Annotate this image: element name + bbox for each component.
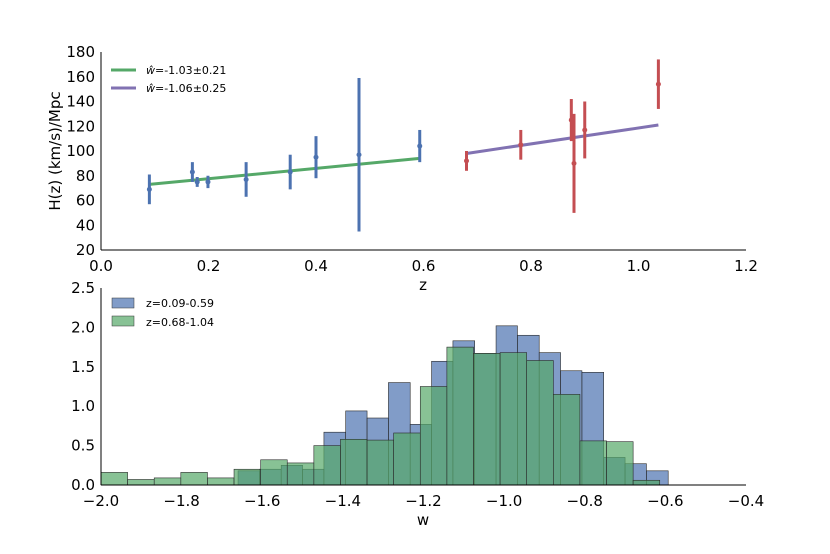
- data-point: [571, 160, 577, 166]
- histogram-bar-green: [207, 477, 235, 486]
- upper-y-tick-label: 180: [66, 43, 95, 61]
- upper-x-tick-label: 0.0: [89, 257, 113, 275]
- upper-y-tick-label: 100: [66, 142, 95, 160]
- lower-y-tick-label: 0.5: [71, 437, 95, 455]
- data-point: [287, 169, 293, 175]
- lower-x-tick-label: −0.6: [647, 492, 683, 510]
- histogram-bars: [100, 325, 669, 486]
- histogram-bar-green: [499, 352, 528, 486]
- lower-x-tick-label: −0.8: [567, 492, 603, 510]
- lower-x-tick-label: −1.0: [486, 492, 522, 510]
- histogram-bar-green: [553, 394, 581, 486]
- upper-x-tick-label: 1.2: [734, 257, 758, 275]
- histogram-bar-green: [100, 472, 128, 486]
- histogram-bar-green: [340, 438, 368, 486]
- upper-legend: ŵ=-1.03±0.21 ŵ=-1.06±0.25: [111, 64, 226, 95]
- upper-y-tick-label: 160: [66, 68, 95, 86]
- upper-x-tick-label: 0.6: [412, 257, 436, 275]
- lower-y-tick-label: 1.5: [71, 358, 95, 376]
- histogram-bar-green: [526, 360, 554, 486]
- histogram-bar-green: [446, 346, 474, 486]
- upper-x-tick-label: 1.0: [627, 257, 651, 275]
- histogram-bar-green: [473, 353, 501, 486]
- upper-error-bars: [146, 59, 661, 232]
- lower-x-tick-label: −1.2: [405, 492, 441, 510]
- lower-y-tick-label: 1.0: [71, 397, 95, 415]
- histogram-bar-green: [606, 441, 634, 486]
- upper-x-tick-label: 0.2: [197, 257, 221, 275]
- upper-panel: 0.0 0.2 0.4 0.6 0.8 1.0 1.2 20 40 60 80 100 120 140 1…: [46, 43, 758, 294]
- data-point: [464, 158, 469, 164]
- upper-y-tick-label: 20: [76, 241, 95, 259]
- lower-x-ticks: −2.0 −1.8 −1.6 −1.4 −1.2 −1.0 −0.8 −0.6 −0.4: [83, 492, 764, 510]
- upper-x-tick-label: 0.8: [519, 257, 543, 275]
- lower-x-tick-label: −2.0: [83, 492, 119, 510]
- upper-y-tick-label: 120: [66, 117, 95, 135]
- histogram-bar-green: [632, 479, 661, 486]
- data-point: [313, 154, 319, 160]
- histogram-bar-green: [260, 459, 288, 486]
- histogram-bar-green: [153, 477, 182, 486]
- histogram-bar-green: [419, 386, 448, 486]
- lower-x-tick-label: −1.4: [325, 492, 361, 510]
- legend-swatch-green: [111, 315, 135, 327]
- legend-swatch-blue: [111, 297, 135, 309]
- legend-label-blue: z=0.09-0.59: [146, 297, 214, 310]
- upper-fit-lines: [149, 123, 659, 186]
- data-point: [205, 179, 211, 185]
- data-point: [582, 127, 588, 133]
- legend-label-green: ŵ=-1.03±0.21: [146, 64, 226, 77]
- lower-y-tick-label: 2.0: [71, 318, 95, 336]
- upper-x-axis-label: z: [419, 276, 427, 294]
- lower-x-tick-label: −0.4: [728, 492, 764, 510]
- lower-y-tick-label: 2.5: [71, 279, 95, 297]
- histogram-bar-green: [180, 472, 208, 486]
- histogram-bar-green: [286, 462, 315, 486]
- data-point: [243, 176, 249, 182]
- data-point: [194, 179, 200, 185]
- lower-x-tick-label: −1.6: [244, 492, 280, 510]
- fit-line: [149, 156, 420, 186]
- upper-x-tick-label: 0.4: [304, 257, 328, 275]
- data-point: [518, 142, 524, 148]
- upper-y-axis-label: H(z) (km/s)/Mpc: [46, 91, 64, 210]
- lower-legend: z=0.09-0.59 z=0.68-1.04: [111, 297, 214, 329]
- upper-y-tick-label: 40: [76, 216, 95, 234]
- fit-line: [466, 123, 659, 155]
- histogram-bar-green: [313, 445, 341, 486]
- legend-label-purple: ŵ=-1.06±0.25: [146, 82, 226, 95]
- lower-x-axis-label: w: [417, 511, 429, 529]
- histogram-bar-green: [366, 439, 394, 486]
- lower-panel: −2.0 −1.8 −1.6 −1.4 −1.2 −1.0 −0.8 −0.6 −0.4 0.0…: [71, 279, 764, 529]
- data-point: [655, 81, 661, 87]
- upper-x-ticks: 0.0 0.2 0.4 0.6 0.8 1.0 1.2: [89, 257, 758, 275]
- lower-y-ticks: 0.0 0.5 1.0 1.5 2.0 2.5: [71, 279, 95, 494]
- data-point: [356, 152, 362, 158]
- histogram-bar-green: [579, 440, 607, 486]
- histogram-bar-green: [127, 479, 155, 486]
- upper-y-tick-label: 140: [66, 93, 95, 111]
- lower-y-tick-label: 0.0: [71, 476, 95, 494]
- histogram-bar-green: [393, 432, 421, 486]
- data-point: [189, 169, 195, 175]
- data-point: [146, 186, 152, 192]
- histogram-bar-green: [233, 468, 261, 486]
- legend-label-green-hist: z=0.68-1.04: [146, 316, 214, 329]
- upper-y-ticks: 20 40 60 80 100 120 140 160 180: [66, 43, 95, 259]
- upper-y-tick-label: 60: [76, 192, 95, 210]
- upper-y-tick-label: 80: [76, 167, 95, 185]
- data-point: [417, 143, 423, 149]
- lower-x-tick-label: −1.8: [163, 492, 199, 510]
